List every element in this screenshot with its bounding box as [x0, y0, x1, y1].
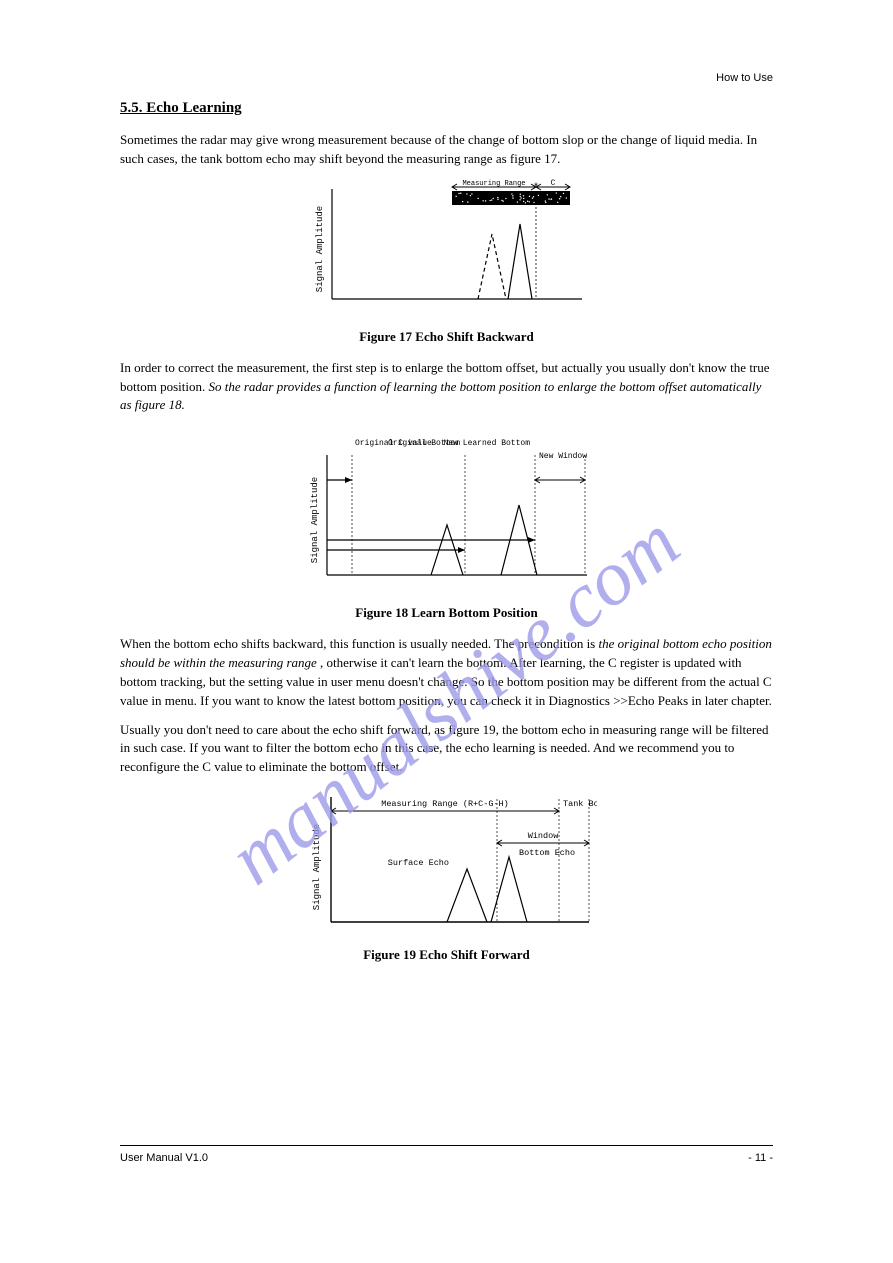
- para-3-mid: , otherwise it can't learn the bottom.: [320, 655, 506, 670]
- header-right: How to Use: [716, 72, 773, 84]
- section-title: 5.5. Echo Learning: [120, 100, 773, 117]
- svg-text:Measuring Range: Measuring Range: [462, 180, 525, 188]
- footer: User Manual V1.0 - 11 -: [120, 1152, 773, 1164]
- page-body: 5.5. Echo Learning Sometimes the radar m…: [120, 100, 773, 977]
- fig18-caption: Figure 18 Learn Bottom Position: [120, 605, 773, 621]
- figure-17: Signal Amplitude*Measuring RangeC: [302, 179, 592, 319]
- footer-rule: [120, 1145, 773, 1146]
- svg-text:New Window: New Window: [538, 452, 586, 461]
- fig17-caption: Figure 17 Echo Shift Backward: [120, 329, 773, 345]
- svg-text:Tank Bottom: Tank Bottom: [563, 799, 597, 809]
- svg-text:Window: Window: [527, 831, 559, 841]
- svg-text:C: C: [550, 179, 555, 188]
- para-3: When the bottom echo shifts backward, th…: [120, 635, 773, 710]
- para-2: In order to correct the measurement, the…: [120, 359, 773, 416]
- svg-text:Signal Amplitude: Signal Amplitude: [310, 477, 320, 563]
- figure-19: Signal Amplitude Measuring Range (R+C-G-H…: [297, 787, 597, 937]
- svg-text:Bottom Echo: Bottom Echo: [519, 848, 575, 858]
- para-4: Usually you don't need to care about the…: [120, 721, 773, 778]
- svg-text:New Learned Bottom: New Learned Bottom: [443, 439, 530, 448]
- footer-right: - 11 -: [748, 1152, 773, 1164]
- para-1: Sometimes the radar may give wrong measu…: [120, 131, 773, 169]
- svg-text:Measuring Range (R+C-G-H): Measuring Range (R+C-G-H): [381, 799, 509, 809]
- figure-18: Signal AmplitudeOriginal C valueOriginal…: [297, 425, 597, 595]
- svg-text:Signal Amplitude: Signal Amplitude: [312, 824, 322, 910]
- svg-text:Signal Amplitude: Signal Amplitude: [315, 205, 325, 291]
- para-3-pre: When the bottom echo shifts backward, th…: [120, 636, 599, 651]
- footer-left: User Manual V1.0: [120, 1152, 208, 1164]
- para-2-ref: So the radar provides a function of lear…: [120, 379, 761, 413]
- svg-text:Surface Echo: Surface Echo: [387, 858, 448, 868]
- fig19-caption: Figure 19 Echo Shift Forward: [120, 947, 773, 963]
